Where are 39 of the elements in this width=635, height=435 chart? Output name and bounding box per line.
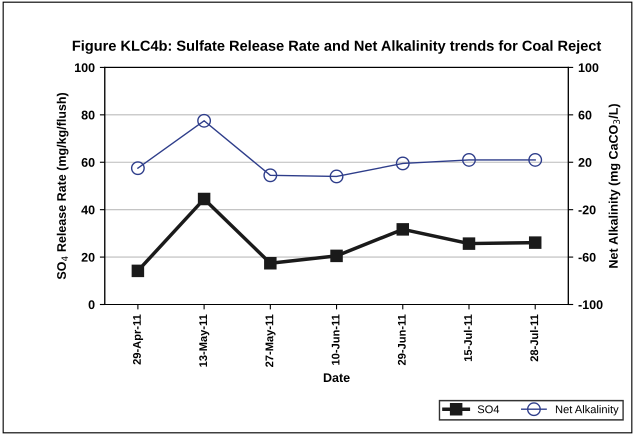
x-tick-label: 10-Jun-11 xyxy=(332,314,340,365)
x-tick-label: 29-Apr-11 xyxy=(133,314,144,364)
y-axis-title: SO$_{4}$ Release Rate (mg/kg/flush) xyxy=(56,92,68,280)
point xyxy=(198,192,210,206)
y2-tick-label: 100 xyxy=(578,63,598,72)
y-tick-label: 80 xyxy=(82,110,95,120)
point xyxy=(263,168,278,182)
point xyxy=(462,237,476,250)
x-tick-label: 13-May-11 xyxy=(199,314,210,367)
point xyxy=(132,264,144,278)
x-tick-label: 15-Jul-11 xyxy=(464,314,472,362)
x-axis-title: Date xyxy=(324,373,350,382)
point xyxy=(528,236,542,249)
legend-label: Net Alkalinity xyxy=(556,405,619,416)
y-tick-label: 0 xyxy=(88,300,95,310)
point xyxy=(396,156,410,170)
y-tick-label: 100 xyxy=(74,63,95,72)
chart-title: Figure KLC4b: Sulfate Release Rate and Net Alkalinity trends for Coal Reject xyxy=(72,40,602,54)
point xyxy=(528,152,542,167)
point xyxy=(264,257,277,270)
point xyxy=(330,250,343,262)
point xyxy=(396,223,410,236)
x-tick-label: 28-Jul-11 xyxy=(530,314,538,362)
point xyxy=(462,152,476,167)
y2-tick-label: 20 xyxy=(578,158,592,167)
x-tick-label: 29-Jun-11 xyxy=(398,314,406,366)
point xyxy=(330,170,344,184)
y2-tick-label: -100 xyxy=(578,300,603,310)
x-tick-label: 27-May-11 xyxy=(265,314,276,367)
y2-tick-label: -20 xyxy=(578,205,596,214)
y-tick-label: 60 xyxy=(82,158,95,167)
y2-axis-title: Net Alkalinity (mg CaCO$_{3}$/L) xyxy=(608,104,620,268)
point xyxy=(197,114,212,128)
point xyxy=(130,161,145,176)
y-tick-label: 40 xyxy=(81,205,95,214)
y2-tick-label: 60 xyxy=(578,110,592,120)
y-tick-label: 20 xyxy=(82,252,95,262)
legend-label: SO4 xyxy=(478,405,500,414)
y2-tick-label: -60 xyxy=(578,252,596,262)
